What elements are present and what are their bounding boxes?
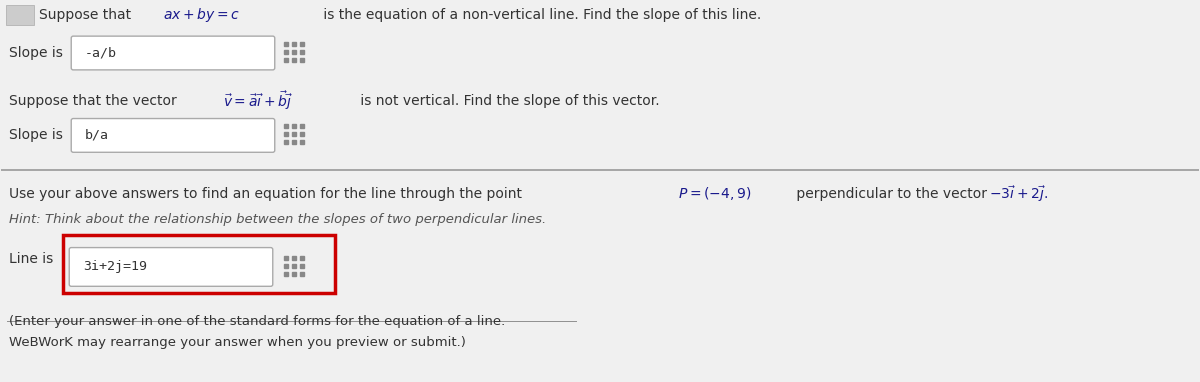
Text: perpendicular to the vector: perpendicular to the vector — [792, 187, 991, 201]
Text: Slope is: Slope is — [10, 46, 64, 60]
Text: Suppose that the vector: Suppose that the vector — [10, 94, 181, 108]
Text: Hint: Think about the relationship between the slopes of two perpendicular lines: Hint: Think about the relationship betwe… — [10, 213, 547, 226]
FancyBboxPatch shape — [64, 235, 335, 293]
Text: $\vec{v} = \vec{a}\vec{\imath} + \vec{b}\vec{\jmath}$: $\vec{v} = \vec{a}\vec{\imath} + \vec{b}… — [223, 89, 294, 112]
FancyBboxPatch shape — [71, 36, 275, 70]
Text: is not vertical. Find the slope of this vector.: is not vertical. Find the slope of this … — [355, 94, 659, 108]
Text: WeBWorK may rearrange your answer when you preview or submit.): WeBWorK may rearrange your answer when y… — [10, 337, 467, 350]
Text: (Enter your answer in one of the standard forms for the equation of a line.: (Enter your answer in one of the standar… — [10, 314, 505, 327]
Text: -a/b: -a/b — [85, 47, 118, 60]
Text: Use your above answers to find an equation for the line through the point: Use your above answers to find an equati… — [10, 187, 527, 201]
Text: $-3\vec{\imath} + 2\vec{\jmath}$.: $-3\vec{\imath} + 2\vec{\jmath}$. — [989, 184, 1048, 204]
Text: Slope is: Slope is — [10, 128, 64, 142]
Text: b/a: b/a — [85, 129, 109, 142]
FancyBboxPatch shape — [6, 5, 35, 25]
Text: $P = (-4, 9)$: $P = (-4, 9)$ — [678, 186, 751, 202]
Text: Line is: Line is — [10, 253, 54, 267]
Text: $ax + by = c$: $ax + by = c$ — [163, 6, 240, 24]
Text: is the equation of a non-vertical line. Find the slope of this line.: is the equation of a non-vertical line. … — [319, 8, 761, 22]
Text: Suppose that: Suppose that — [40, 8, 136, 22]
FancyBboxPatch shape — [71, 118, 275, 152]
Text: 3i+2j=19: 3i+2j=19 — [83, 261, 148, 274]
FancyBboxPatch shape — [70, 248, 272, 286]
